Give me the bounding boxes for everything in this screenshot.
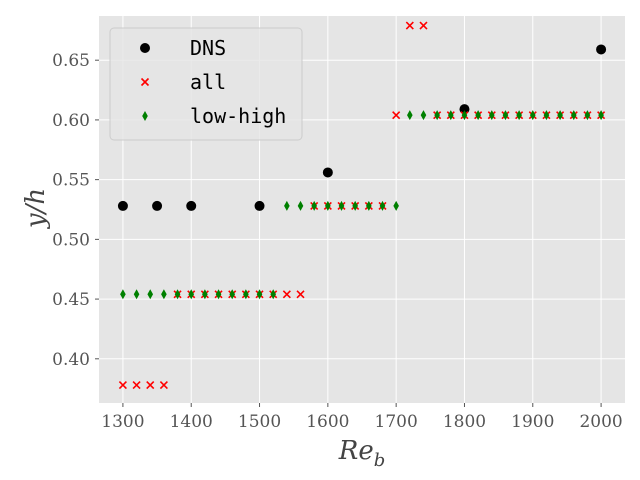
all-point xyxy=(392,111,401,120)
low-high-point xyxy=(488,110,495,121)
low-high-point xyxy=(584,110,591,121)
dns-legend-marker xyxy=(140,43,150,53)
legend-label: low-high xyxy=(190,104,286,128)
low-high-point xyxy=(420,110,427,121)
y-axis-ticks: 0.40 0.45 0.50 0.55 0.60 0.65 xyxy=(52,51,99,370)
low-high-point xyxy=(407,110,413,121)
dns-point xyxy=(186,200,197,211)
low-high-point xyxy=(557,110,563,121)
low-high-point xyxy=(297,200,304,211)
x-tick-label: 1700 xyxy=(375,412,418,432)
low-high-point xyxy=(325,200,331,211)
low-high-point xyxy=(147,289,154,300)
all-point xyxy=(419,21,428,30)
y-tick-label: 0.40 xyxy=(52,350,90,370)
low-high-point xyxy=(570,110,577,121)
low-high-point xyxy=(598,110,604,121)
all-point xyxy=(296,290,305,299)
legend-box xyxy=(109,27,303,141)
low-high-point xyxy=(161,289,167,300)
x-tick-label: 1600 xyxy=(306,412,349,432)
x-tick-label: 2000 xyxy=(579,412,622,432)
low-high-point xyxy=(229,289,236,300)
low-high-point xyxy=(461,110,468,121)
x-tick-label: 1500 xyxy=(238,412,281,432)
low-high-point xyxy=(174,289,181,300)
low-high-point xyxy=(502,110,509,121)
legend-label: all xyxy=(190,70,226,94)
low-high-point xyxy=(202,289,208,300)
low-high-point xyxy=(393,200,399,211)
dns-point xyxy=(152,200,163,211)
low-high-legend-marker xyxy=(142,111,148,121)
low-high-point xyxy=(120,289,126,300)
low-high-point xyxy=(434,110,440,121)
x-axis-ticks: 1300 1400 1500 1600 1700 1800 1900 2000 xyxy=(101,403,623,432)
y-tick-label: 0.45 xyxy=(52,290,90,310)
low-high-point xyxy=(448,110,454,121)
all-point xyxy=(118,381,127,390)
low-high-point xyxy=(311,200,317,211)
all-point xyxy=(282,290,291,299)
data-points xyxy=(117,21,607,390)
dns-point xyxy=(254,200,265,211)
low-high-point xyxy=(270,289,276,300)
all-point xyxy=(132,381,141,390)
low-high-point xyxy=(215,289,222,300)
y-tick-label: 0.65 xyxy=(52,51,90,71)
dns-point xyxy=(596,44,607,55)
low-high-point xyxy=(188,289,195,300)
low-high-point xyxy=(243,289,249,300)
all-legend-marker xyxy=(140,77,150,87)
low-high-point xyxy=(133,289,140,300)
low-high-point xyxy=(284,200,290,211)
all-point xyxy=(159,381,168,390)
low-high-point xyxy=(543,110,550,121)
y-axis-label: y/h xyxy=(21,188,51,229)
dns-point xyxy=(117,200,128,211)
low-high-point xyxy=(475,110,481,121)
x-tick-label: 1300 xyxy=(101,412,144,432)
legend: DNS all low-high xyxy=(109,27,303,141)
low-high-point xyxy=(256,289,263,300)
legend-label: DNS xyxy=(190,36,226,60)
x-tick-label: 1900 xyxy=(511,412,554,432)
low-high-point xyxy=(366,200,372,211)
all-point xyxy=(146,381,155,390)
low-high-point xyxy=(516,110,522,121)
y-tick-label: 0.60 xyxy=(52,111,90,131)
x-tick-label: 1800 xyxy=(443,412,486,432)
all-point xyxy=(405,21,414,30)
y-tick-label: 0.50 xyxy=(52,230,90,250)
y-tick-label: 0.55 xyxy=(52,171,90,191)
x-axis-label: Reb xyxy=(338,436,386,471)
low-high-point xyxy=(352,200,358,211)
low-high-point xyxy=(338,200,345,211)
low-high-point xyxy=(529,110,536,121)
x-tick-label: 1400 xyxy=(170,412,213,432)
low-high-point xyxy=(379,200,386,211)
dns-point xyxy=(322,167,333,178)
